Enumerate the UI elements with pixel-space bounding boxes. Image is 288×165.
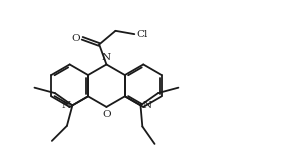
Text: N: N [143,101,152,110]
Text: N: N [102,53,111,62]
Text: N: N [61,101,70,110]
Text: Cl: Cl [136,30,147,39]
Text: O: O [71,34,80,43]
Text: O: O [102,110,111,119]
